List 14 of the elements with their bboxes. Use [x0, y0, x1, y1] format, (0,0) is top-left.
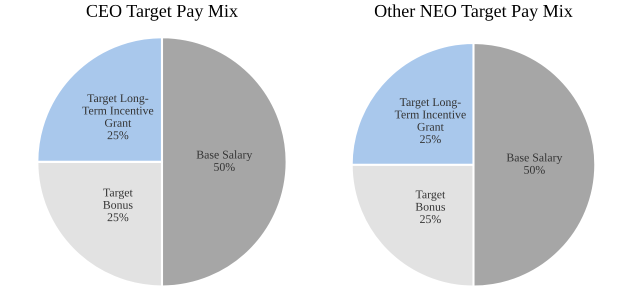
data-label: 25% — [420, 215, 441, 224]
data-label: 50% — [214, 163, 235, 172]
data-label: 25% — [108, 213, 128, 222]
slice-label: Target Long- Term Incentive Grant — [82, 94, 154, 127]
chart-title: CEO Target Pay Mix — [86, 4, 238, 21]
slice-label: Base Salary — [506, 153, 562, 164]
data-label: 25% — [420, 135, 441, 144]
slice-label: Target Bonus — [416, 190, 446, 211]
slice-label: Target Bonus — [103, 188, 133, 209]
slice-label: Target Long- Term Incentive Grant — [394, 98, 466, 131]
data-label: 50% — [524, 166, 545, 174]
slice-label: Base Salary — [196, 150, 252, 162]
chart-title: Other NEO Target Pay Mix — [374, 4, 573, 21]
data-label: 25% — [108, 131, 128, 140]
